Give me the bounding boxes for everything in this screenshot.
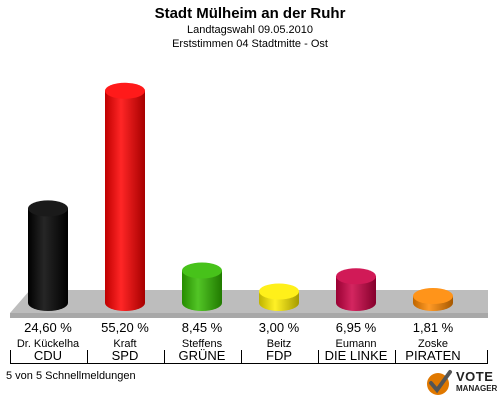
chart-floor-shade [10, 313, 488, 318]
bar-spd [105, 82, 145, 311]
party-separator [10, 350, 11, 364]
candidate-label: Eumann [335, 338, 377, 350]
logo-text-manager: MANAGER [456, 384, 498, 393]
party-label: SPD [111, 348, 139, 363]
candidate-label: Kraft [113, 338, 137, 350]
party-label: PIRATEN [405, 348, 461, 363]
candidate-label: Dr. Kückelha [16, 338, 80, 350]
bar-grüne [182, 262, 222, 311]
value-label: 24,60 % [24, 320, 72, 335]
party-separator [87, 350, 88, 364]
candidate-label: Beitz [266, 338, 292, 350]
value-label: 6,95 % [335, 320, 377, 335]
checkmark-icon [427, 370, 452, 395]
chart-subtitle: Landtagswahl 09.05.2010 [187, 24, 313, 36]
party-separator [241, 350, 242, 364]
logo-text-vote: VOTE [456, 369, 494, 384]
party-separator [164, 350, 165, 364]
party-label: GRÜNE [178, 348, 226, 363]
party-label: FDP [266, 348, 292, 363]
party-separator [318, 350, 319, 364]
party-separator [487, 350, 488, 364]
chart-title: Stadt Mülheim an der Ruhr [154, 5, 346, 22]
value-label: 8,45 % [181, 320, 223, 335]
candidate-label: Zoske [418, 338, 448, 350]
bar-die-linke [336, 268, 376, 311]
bar-piraten [413, 288, 453, 311]
value-label: 1,81 % [412, 320, 454, 335]
vote-manager-logo: VOTE MANAGER [426, 368, 498, 398]
bar-fdp [259, 283, 299, 311]
bar-cdu [28, 200, 68, 311]
party-baseline [10, 363, 488, 364]
value-label: 55,20 % [101, 320, 149, 335]
candidate-label: Steffens [181, 338, 223, 350]
value-label: 3,00 % [258, 320, 300, 335]
chart-subtitle-2: Erststimmen 04 Stadtmitte - Ost [172, 38, 328, 50]
party-label: DIE LINKE [324, 348, 388, 363]
party-separator [395, 350, 396, 364]
party-label: CDU [33, 348, 63, 363]
footer-status: 5 von 5 Schnellmeldungen [6, 370, 136, 382]
